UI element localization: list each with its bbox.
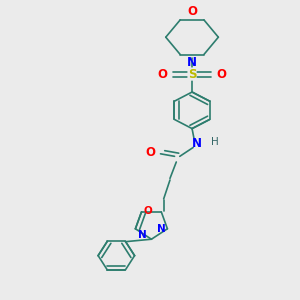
Text: N: N: [187, 56, 197, 69]
Text: O: O: [146, 146, 156, 159]
Text: O: O: [217, 68, 226, 81]
Text: N: N: [157, 224, 165, 234]
Text: N: N: [192, 137, 202, 150]
Text: O: O: [158, 68, 167, 81]
Text: H: H: [211, 137, 218, 148]
Text: S: S: [188, 68, 196, 81]
Text: O: O: [144, 206, 152, 216]
Text: O: O: [187, 5, 197, 18]
Text: N: N: [137, 230, 146, 240]
